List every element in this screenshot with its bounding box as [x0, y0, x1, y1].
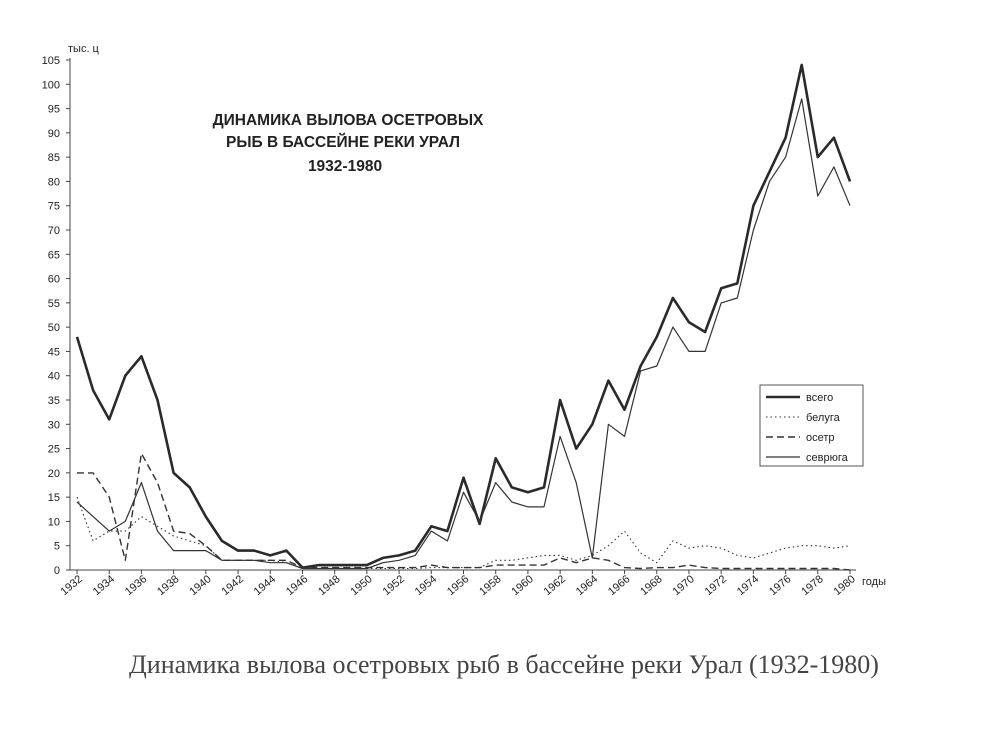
x-tick-label: 1944 [252, 573, 278, 598]
y-tick-label: 45 [48, 346, 60, 358]
y-tick-label: 0 [54, 565, 60, 577]
y-tick-label: 55 [48, 298, 60, 310]
x-tick-label: 1976 [767, 573, 793, 598]
chart-title-line-3: 1932-1980 [308, 158, 382, 175]
x-tick-label: 1970 [670, 573, 696, 598]
x-tick-label: 1940 [187, 573, 213, 598]
x-tick-label: 1942 [220, 573, 246, 598]
series-lines [75, 63, 852, 571]
y-tick-label: 20 [48, 468, 60, 480]
y-tick-label: 70 [48, 225, 60, 237]
x-tick-label: 1968 [638, 573, 664, 598]
y-tick-label: 40 [48, 371, 60, 383]
x-tick-label: 1934 [91, 573, 117, 598]
y-tick-label: 60 [48, 274, 60, 286]
x-tick-label: 1964 [574, 573, 600, 598]
x-tick-label: 1950 [348, 573, 374, 598]
x-axis-label: годы [862, 576, 886, 588]
x-tick-label: 1958 [477, 573, 503, 598]
y-tick-label: 80 [48, 176, 60, 188]
chart-title: ДИНАМИКА ВЫЛОВА ОСЕТРОВЫХ РЫБ В БАССЕЙНЕ… [213, 112, 484, 175]
y-tick-label: 105 [42, 55, 60, 67]
y-ticks: 0 5 10 15 20 25 30 35 40 45 50 55 60 65 70 75 80 85 90 95 10… [42, 55, 70, 577]
y-tick-label: 65 [48, 249, 60, 261]
x-tick-label: 1972 [703, 573, 729, 598]
y-axis-label: тыс. ц [68, 43, 100, 55]
x-ticks: 1932 1934 1936 1938 1940 1942 1944 1946 1948 1950… [58, 570, 858, 598]
x-tick-label: 1956 [445, 573, 471, 598]
y-tick-label: 50 [48, 322, 60, 334]
x-tick-label: 1954 [413, 573, 439, 598]
x-tick-label: 1960 [509, 573, 535, 598]
legend-entry: осетр [806, 432, 835, 444]
x-tick-label: 1974 [735, 573, 761, 598]
line-chart: ДИНАМИКА ВЫЛОВА ОСЕТРОВЫХ РЫБ В БАССЕЙНЕ… [42, 43, 886, 598]
x-tick-label: 1978 [799, 573, 825, 598]
y-tick-label: 5 [54, 541, 60, 553]
legend-box [759, 384, 864, 467]
y-tick-label: 75 [48, 201, 60, 213]
legend-entry: севрюга [806, 452, 849, 464]
x-tick-label: 1938 [155, 573, 181, 598]
y-tick-label: 15 [48, 492, 60, 504]
x-tick-label: 1932 [58, 573, 84, 598]
y-tick-label: 25 [48, 444, 60, 456]
figure-caption: Динамика вылова осетровых рыб в бассейне… [129, 650, 879, 679]
y-tick-label: 95 [48, 104, 60, 116]
y-tick-label: 100 [42, 79, 60, 91]
legend: всего белуга осетр севрюга [759, 384, 864, 467]
y-tick-label: 85 [48, 152, 60, 164]
legend-entry: белуга [806, 412, 841, 424]
x-tick-label: 1946 [284, 573, 310, 598]
series-line-1 [75, 63, 852, 569]
y-tick-label: 10 [48, 516, 60, 528]
y-tick-label: 35 [48, 395, 60, 407]
y-tick-label: 30 [48, 419, 60, 431]
y-tick-label: 90 [48, 128, 60, 140]
x-tick-label: 1948 [316, 573, 342, 598]
x-tick-label: 1936 [123, 573, 149, 598]
x-tick-label: 1966 [606, 573, 632, 598]
x-tick-label: 1962 [542, 573, 568, 598]
chart-title-line-1: ДИНАМИКА ВЫЛОВА ОСЕТРОВЫХ [213, 112, 484, 129]
x-tick-label: 1952 [381, 573, 407, 598]
chart-title-line-2: РЫБ В БАССЕЙНЕ РЕКИ УРАЛ [226, 133, 460, 151]
legend-entry: всего [806, 392, 833, 404]
series-line-2 [76, 496, 851, 570]
series-line-4 [76, 98, 851, 570]
series-line-3 [77, 452, 851, 571]
x-tick-label: 1980 [831, 573, 857, 598]
